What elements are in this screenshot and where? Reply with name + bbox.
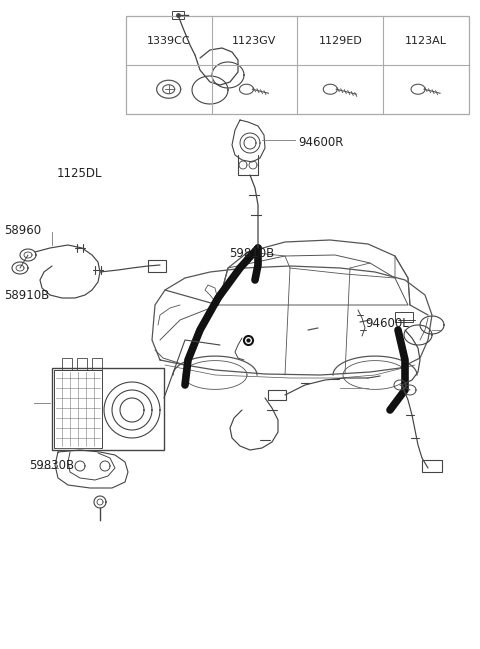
Text: 94600R: 94600R [298,136,343,149]
Text: 1123AL: 1123AL [405,36,447,45]
Text: 58910B: 58910B [4,289,49,302]
Bar [92,358,102,370]
Text: 59830B: 59830B [29,459,74,472]
Bar [148,260,166,272]
Bar [172,11,184,19]
Text: 94600L: 94600L [365,317,408,330]
Bar [422,460,442,472]
Bar [54,370,102,448]
Text: 1339CC: 1339CC [147,36,191,45]
Text: 59810B: 59810B [229,247,275,260]
Bar [77,358,87,370]
Bar [52,368,164,450]
Bar [126,16,469,114]
Text: 1123GV: 1123GV [232,36,276,45]
Bar [62,358,72,370]
Text: 1129ED: 1129ED [318,36,362,45]
Bar [395,312,413,322]
Text: 1125DL: 1125DL [57,167,102,180]
Text: 58960: 58960 [4,224,41,237]
Bar [268,390,286,400]
